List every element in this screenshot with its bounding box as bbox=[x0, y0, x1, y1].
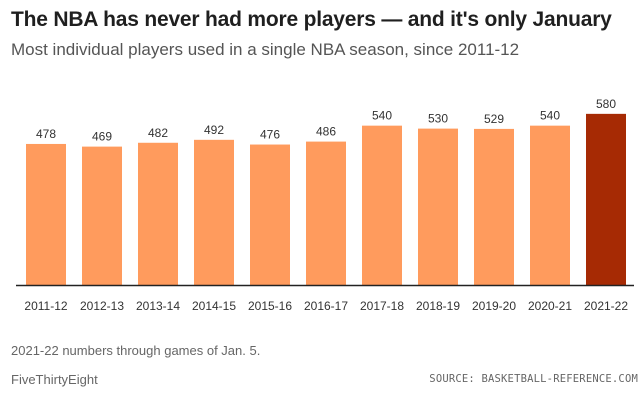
x-tick-2011-12: 2011-12 bbox=[24, 299, 67, 313]
brand-logo-text: FiveThirtyEight bbox=[11, 372, 98, 387]
x-tick-labels-group: 2011-12 2012-13 2013-14 2014-15 2015-16 2016-… bbox=[24, 299, 628, 313]
data-label-2014-15: 492 bbox=[204, 123, 224, 137]
bar-2012-13 bbox=[82, 146, 122, 285]
data-label-2018-19: 530 bbox=[428, 112, 448, 126]
data-label-2011-12: 478 bbox=[36, 127, 56, 141]
data-label-2016-17: 486 bbox=[316, 125, 336, 139]
bar-2018-19 bbox=[418, 128, 458, 285]
bar-2015-16 bbox=[250, 144, 290, 285]
x-tick-2012-13: 2012-13 bbox=[80, 299, 124, 313]
chart-title: The NBA has never had more players — and… bbox=[11, 8, 612, 31]
chart-subtitle: Most individual players used in a single… bbox=[11, 40, 520, 59]
x-tick-2014-15: 2014-15 bbox=[192, 299, 236, 313]
data-labels-group: 478 469 482 492 476 486 540 530 529 540 580 bbox=[36, 97, 616, 144]
source-credit: SOURCE: BASKETBALL-REFERENCE.COM bbox=[429, 373, 638, 385]
data-label-2020-21: 540 bbox=[540, 109, 560, 123]
bars-group bbox=[26, 113, 626, 286]
footnote: 2021-22 numbers through games of Jan. 5. bbox=[11, 343, 261, 358]
x-tick-2019-20: 2019-20 bbox=[472, 299, 516, 313]
x-tick-2018-19: 2018-19 bbox=[416, 299, 460, 313]
bar-2017-18 bbox=[362, 125, 402, 286]
bar-2011-12 bbox=[26, 143, 66, 285]
x-tick-2020-21: 2020-21 bbox=[528, 299, 572, 313]
x-tick-2013-14: 2013-14 bbox=[136, 299, 180, 313]
bar-2014-15 bbox=[194, 139, 234, 285]
data-label-2017-18: 540 bbox=[372, 109, 392, 123]
data-label-2013-14: 482 bbox=[148, 126, 168, 140]
bar-chart: 478 469 482 492 476 486 540 530 529 540 580 2011-1… bbox=[16, 97, 634, 313]
data-label-2021-22: 580 bbox=[596, 97, 616, 111]
bar-2021-22 bbox=[586, 113, 626, 285]
data-label-2015-16: 476 bbox=[260, 128, 280, 142]
x-tick-2016-17: 2016-17 bbox=[304, 299, 348, 313]
data-label-2019-20: 529 bbox=[484, 112, 504, 126]
x-tick-2015-16: 2015-16 bbox=[248, 299, 292, 313]
data-label-2012-13: 469 bbox=[92, 130, 112, 144]
bar-2013-14 bbox=[138, 142, 178, 285]
bar-2020-21 bbox=[530, 125, 570, 286]
bar-2016-17 bbox=[306, 141, 346, 285]
x-tick-2021-22: 2021-22 bbox=[584, 299, 628, 313]
bar-2019-20 bbox=[474, 128, 514, 285]
x-tick-2017-18: 2017-18 bbox=[360, 299, 404, 313]
